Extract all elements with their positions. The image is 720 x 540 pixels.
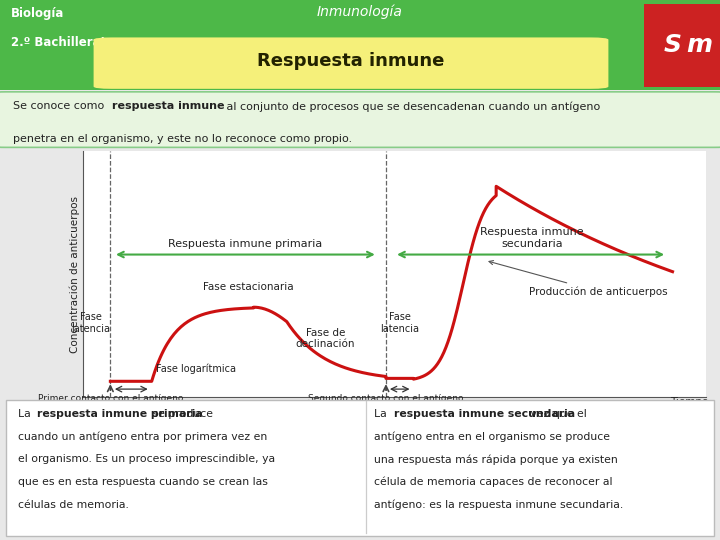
Text: al conjunto de procesos que se desencadenan cuando un antígeno: al conjunto de procesos que se desencade… [223,102,600,112]
Text: Fase
latencia: Fase latencia [380,312,419,334]
Text: La: La [374,409,391,419]
Text: una respuesta más rápida porque ya existen: una respuesta más rápida porque ya exist… [374,454,618,465]
Text: Respuesta inmune
secundaria: Respuesta inmune secundaria [480,227,584,249]
Text: antígeno: es la respuesta inmune secundaria.: antígeno: es la respuesta inmune secunda… [374,500,624,510]
Text: células de memoria.: células de memoria. [18,500,129,510]
Text: se produce: se produce [149,409,213,419]
Text: penetra en el organismo, y este no lo reconoce como propio.: penetra en el organismo, y este no lo re… [13,134,352,144]
Text: Biología: Biología [11,7,64,20]
Text: Primer contacto con el antígeno: Primer contacto con el antígeno [37,394,183,403]
Text: cuando un antígeno entra por primera vez en: cuando un antígeno entra por primera vez… [18,431,267,442]
Text: La: La [18,409,35,419]
Text: Fase
latencia: Fase latencia [71,312,111,334]
Text: Inmunología: Inmunología [317,4,403,19]
FancyBboxPatch shape [0,92,720,147]
Text: Fase de
declinación: Fase de declinación [295,328,355,349]
Text: Segundo contacto con el antígeno: Segundo contacto con el antígeno [308,394,464,403]
Text: Respuesta inmune: Respuesta inmune [257,52,444,70]
Text: Tiempo: Tiempo [670,397,708,407]
Text: vez que el: vez que el [527,409,587,419]
Text: S: S [664,33,682,57]
Text: célula de memoria capaces de reconocer al: célula de memoria capaces de reconocer a… [374,477,613,488]
Text: m: m [686,33,712,57]
Text: respuesta inmune: respuesta inmune [112,102,224,111]
Text: 2.º Bachillerato: 2.º Bachillerato [11,36,114,49]
Text: antígeno entra en el organismo se produce: antígeno entra en el organismo se produc… [374,431,611,442]
Text: Fase logarítmica: Fase logarítmica [156,363,235,374]
Text: que es en esta respuesta cuando se crean las: que es en esta respuesta cuando se crean… [18,477,268,487]
Y-axis label: Concentración de anticuerpos: Concentración de anticuerpos [70,195,80,353]
Text: el organismo. Es un proceso imprescindible, ya: el organismo. Es un proceso imprescindib… [18,454,275,464]
Text: Respuesta inmune primaria: Respuesta inmune primaria [168,239,323,249]
Text: Se conoce como: Se conoce como [13,102,108,111]
Text: respuesta inmune secundaria: respuesta inmune secundaria [394,409,575,419]
Bar [644,4,720,86]
Text: Producción de anticuerpos: Producción de anticuerpos [489,261,668,297]
Text: Fase estacionaria: Fase estacionaria [203,281,294,292]
FancyBboxPatch shape [94,37,608,89]
Text: respuesta inmune primaria: respuesta inmune primaria [37,409,203,419]
